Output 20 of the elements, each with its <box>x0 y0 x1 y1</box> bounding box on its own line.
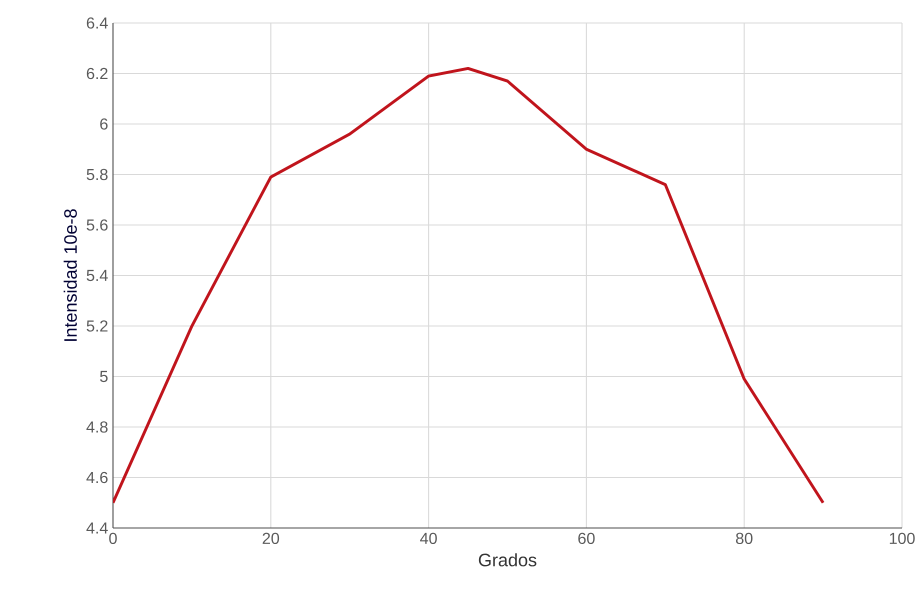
x-axis-title: Grados <box>478 553 536 566</box>
x-tick-label: 20 <box>262 532 280 544</box>
x-tick-label: 40 <box>420 532 437 544</box>
x-tick-label: 100 <box>890 532 915 544</box>
y-tick-label: 4.8 <box>86 421 108 433</box>
y-tick-label: 5.4 <box>86 270 108 282</box>
line-series <box>113 66 825 504</box>
y-tick-label: 5.6 <box>86 219 108 231</box>
x-tick-label: 60 <box>578 532 595 544</box>
y-tick-label: 6.4 <box>86 17 108 29</box>
y-tick-label: 4.6 <box>86 472 108 484</box>
x-tick-label: 0 <box>109 532 117 544</box>
y-tick-label: 4.4 <box>86 522 108 534</box>
y-tick-label: 6 <box>100 118 108 130</box>
y-tick-label: 5.2 <box>86 320 108 332</box>
y-tick-label: 5 <box>100 370 108 382</box>
x-tick-label: 80 <box>736 532 752 544</box>
y-tick-label: 5.8 <box>86 168 108 180</box>
y-tick-label: 6.2 <box>86 68 108 80</box>
y-axis-title: Intensidad 10e-8 <box>64 209 77 341</box>
